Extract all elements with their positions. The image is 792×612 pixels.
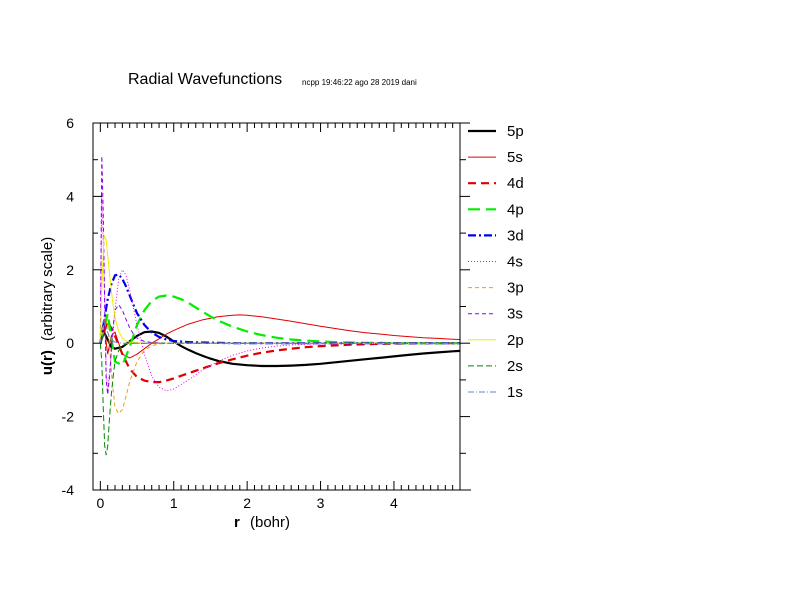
y-tick-labels: -4 -2 0 2 4 6 <box>62 115 75 498</box>
legend-label-3p: 3p <box>507 280 524 297</box>
x-axis-label-unit: (bohr) <box>250 514 290 531</box>
legend-label-4s: 4s <box>507 254 523 271</box>
x-tick-label: 4 <box>390 495 398 511</box>
legend-label-4d: 4d <box>507 175 524 192</box>
y-axis-label: u(r) (arbitrary scale) <box>39 237 56 375</box>
legend-label-2p: 2p <box>507 332 524 349</box>
y-axis-label-rest: (arbitrary scale) <box>39 237 56 341</box>
y-tick-label: 6 <box>66 115 74 131</box>
chart-title: Radial Wavefunctions <box>128 71 282 88</box>
series-line-3s <box>99 155 460 395</box>
y-tick-label: -2 <box>62 409 75 425</box>
tick-layer <box>93 122 470 491</box>
series-line-1s <box>99 320 460 344</box>
legend-label-3s: 3s <box>507 306 523 323</box>
x-tick-label: 1 <box>170 495 178 511</box>
y-axis-label-symbol: u(r) <box>39 350 56 375</box>
y-tick-label: 4 <box>66 188 74 204</box>
y-tick-label: 2 <box>66 262 74 278</box>
series-line-2p <box>99 234 460 344</box>
series-line-4s <box>99 196 460 392</box>
y-tick-label: -4 <box>62 482 75 498</box>
x-axis-label-symbol: r <box>234 514 240 531</box>
legend-label-3d: 3d <box>507 227 524 244</box>
legend-label-5p: 5p <box>507 123 524 140</box>
series-line-2s <box>99 342 460 456</box>
x-axis-label: r (bohr) <box>234 514 290 531</box>
x-tick-label: 2 <box>243 495 251 511</box>
series-layer <box>99 155 460 456</box>
legend-label-1s: 1s <box>507 384 523 401</box>
chart-subtitle: ncpp 19:46:22 ago 28 2019 dani <box>302 78 417 87</box>
x-tick-labels: 0 1 2 3 4 <box>96 495 398 511</box>
x-tick-label: 0 <box>96 495 104 511</box>
legend-label-4p: 4p <box>507 201 524 218</box>
y-tick-label: 0 <box>66 335 74 351</box>
x-tick-label: 3 <box>317 495 325 511</box>
series-line-4d <box>99 318 460 384</box>
series-line-5s <box>99 314 460 359</box>
legend: 5p 5s 4d 4p 3d 4s 3p 3s 2p 2s 1s <box>468 123 524 401</box>
legend-label-2s: 2s <box>507 358 523 375</box>
legend-label-5s: 5s <box>507 149 523 166</box>
series-line-5p <box>99 329 460 368</box>
